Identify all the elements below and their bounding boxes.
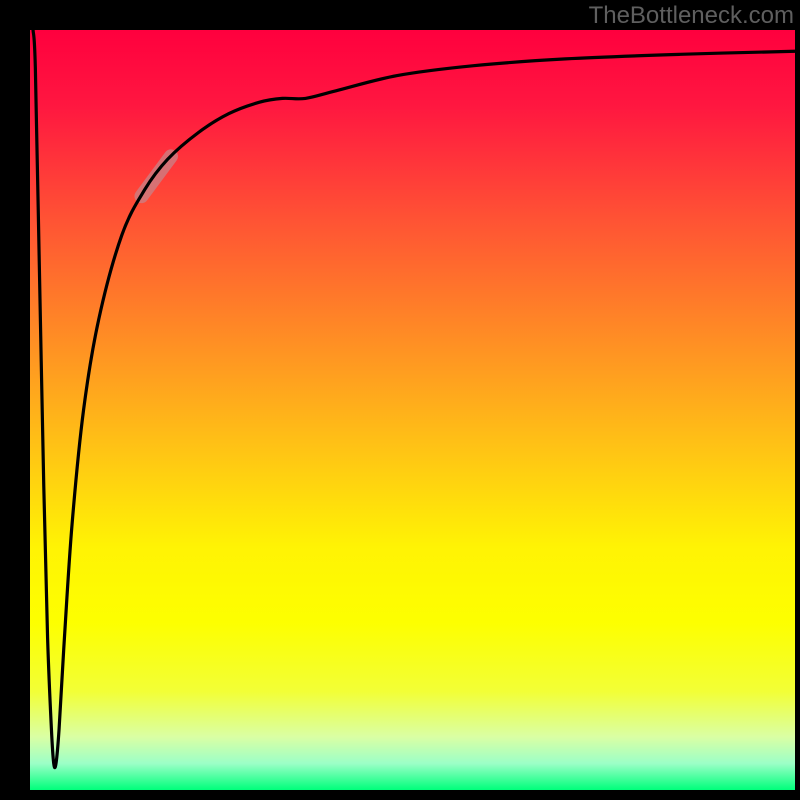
chart-svg xyxy=(0,0,800,800)
bottleneck-chart: TheBottleneck.com xyxy=(0,0,800,800)
plot-background xyxy=(30,30,795,790)
